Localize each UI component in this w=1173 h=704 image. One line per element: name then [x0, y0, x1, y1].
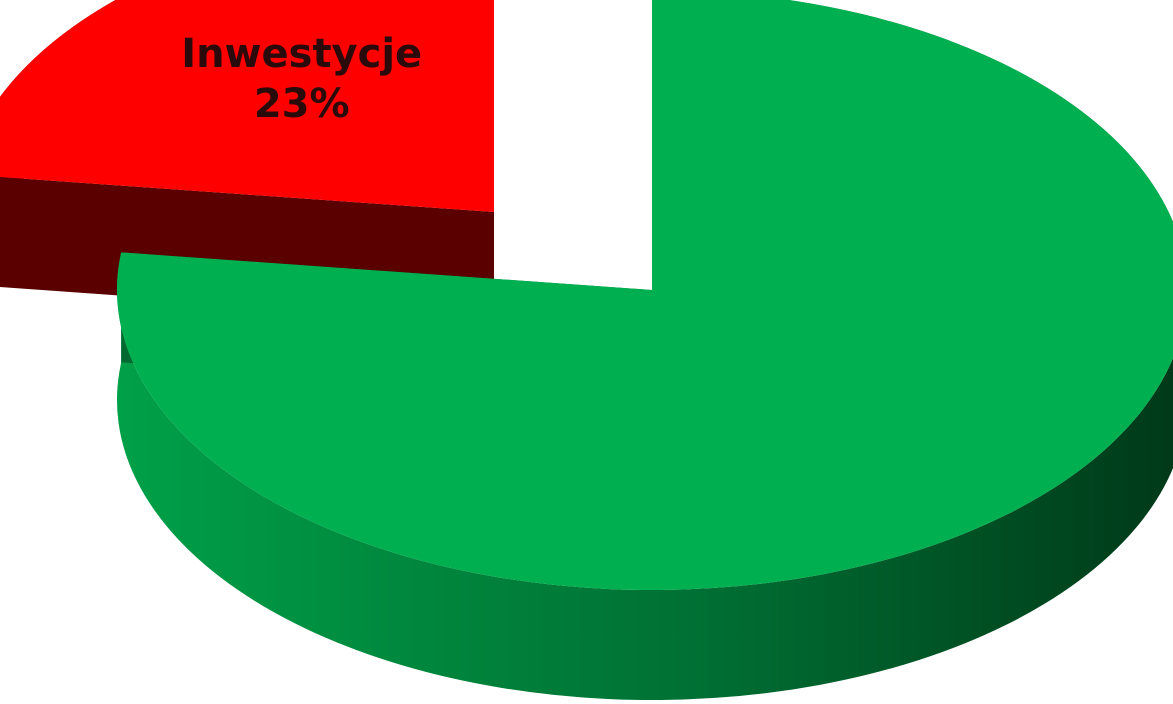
slice-value-inwestycje: 23%: [254, 81, 350, 127]
slice-label-inwestycje: Inwestycje: [181, 31, 422, 77]
slice-inwestycje: [0, 0, 494, 212]
slice-slice-2: [117, 0, 1173, 590]
